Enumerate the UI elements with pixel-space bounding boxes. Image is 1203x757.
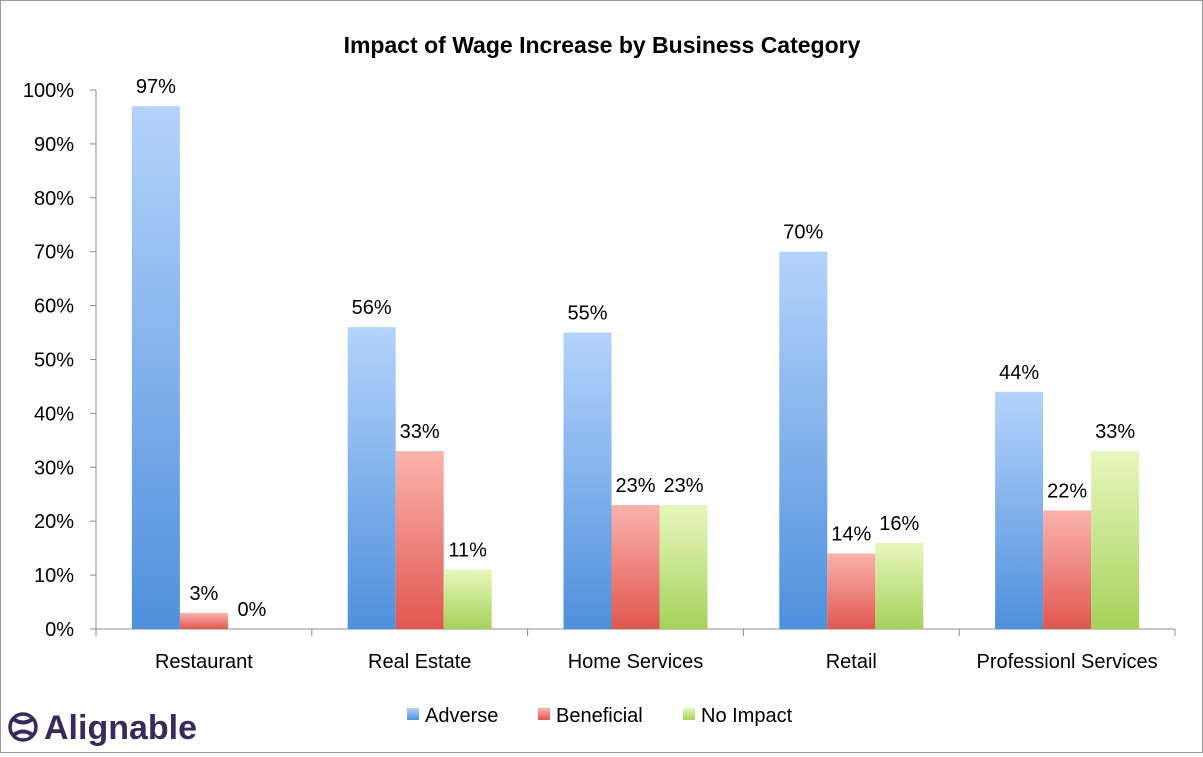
data-label: 0% — [237, 599, 266, 621]
y-tick-label: 70% — [34, 242, 74, 264]
y-tick-label: 60% — [34, 296, 74, 318]
legend-label: Beneficial — [556, 705, 643, 727]
alignable-logo: Alignable — [8, 709, 197, 747]
legend-swatch — [683, 708, 695, 720]
bar — [659, 505, 708, 629]
bar — [995, 391, 1044, 629]
bar — [131, 106, 180, 630]
y-tick-label: 80% — [34, 188, 74, 210]
data-label: 16% — [879, 513, 919, 535]
x-axis: Restaurant Real Estate Home Services Retail… — [95, 628, 1176, 673]
y-axis: 0% 10% 20% 30% 40% 50% 60% 70% 80% 90% 100% — [23, 80, 97, 641]
data-label: 11% — [448, 540, 487, 562]
bar — [179, 612, 228, 629]
chart-title: Impact of Wage Increase by Business Cate… — [344, 32, 861, 58]
x-tick-label: Restaurant — [155, 651, 253, 673]
x-tick-label: Professionl Services — [977, 651, 1158, 673]
data-label: 3% — [189, 583, 218, 605]
data-label: 33% — [400, 421, 440, 443]
data-label: 55% — [567, 303, 607, 325]
bar — [875, 542, 924, 629]
y-tick-label: 90% — [34, 134, 74, 156]
data-label: 14% — [831, 524, 871, 546]
data-label: 22% — [1047, 480, 1087, 502]
data-label: 70% — [783, 222, 823, 244]
bar — [611, 505, 660, 629]
bar — [347, 327, 396, 629]
data-label: 56% — [352, 297, 392, 319]
legend-swatch — [538, 708, 550, 720]
alignable-wordmark: Alignable — [44, 709, 197, 747]
data-label: 23% — [615, 475, 655, 497]
legend-label: Adverse — [425, 705, 498, 727]
bar — [443, 569, 492, 629]
alignable-logo-icon — [8, 712, 38, 742]
y-tick-label: 20% — [34, 511, 74, 533]
data-label: 33% — [1095, 421, 1135, 443]
y-tick-label: 100% — [23, 80, 74, 102]
bar — [395, 451, 444, 629]
legend: Adverse Beneficial No Impact — [407, 705, 793, 727]
x-tick-label: Retail — [826, 651, 877, 673]
data-label: 97% — [136, 76, 176, 98]
bar — [1091, 451, 1140, 629]
bar — [1043, 510, 1092, 629]
data-label: 23% — [663, 475, 703, 497]
legend-label: No Impact — [701, 705, 793, 727]
y-tick-label: 0% — [45, 619, 74, 641]
y-tick-label: 30% — [34, 457, 74, 479]
x-tick-label: Real Estate — [368, 651, 471, 673]
y-tick-label: 10% — [34, 565, 74, 587]
x-tick-label: Home Services — [568, 651, 704, 673]
y-tick-label: 50% — [34, 350, 74, 372]
bar — [827, 553, 876, 629]
bar — [563, 332, 612, 629]
bars: 97% 56% 55% 70% 44% 3% 33% 23% 14% 22% 0% 11% 23% 16%… — [131, 76, 1140, 630]
bar — [779, 251, 828, 629]
y-tick-label: 40% — [34, 403, 74, 425]
data-label: 44% — [999, 362, 1039, 384]
legend-swatch — [407, 708, 419, 720]
